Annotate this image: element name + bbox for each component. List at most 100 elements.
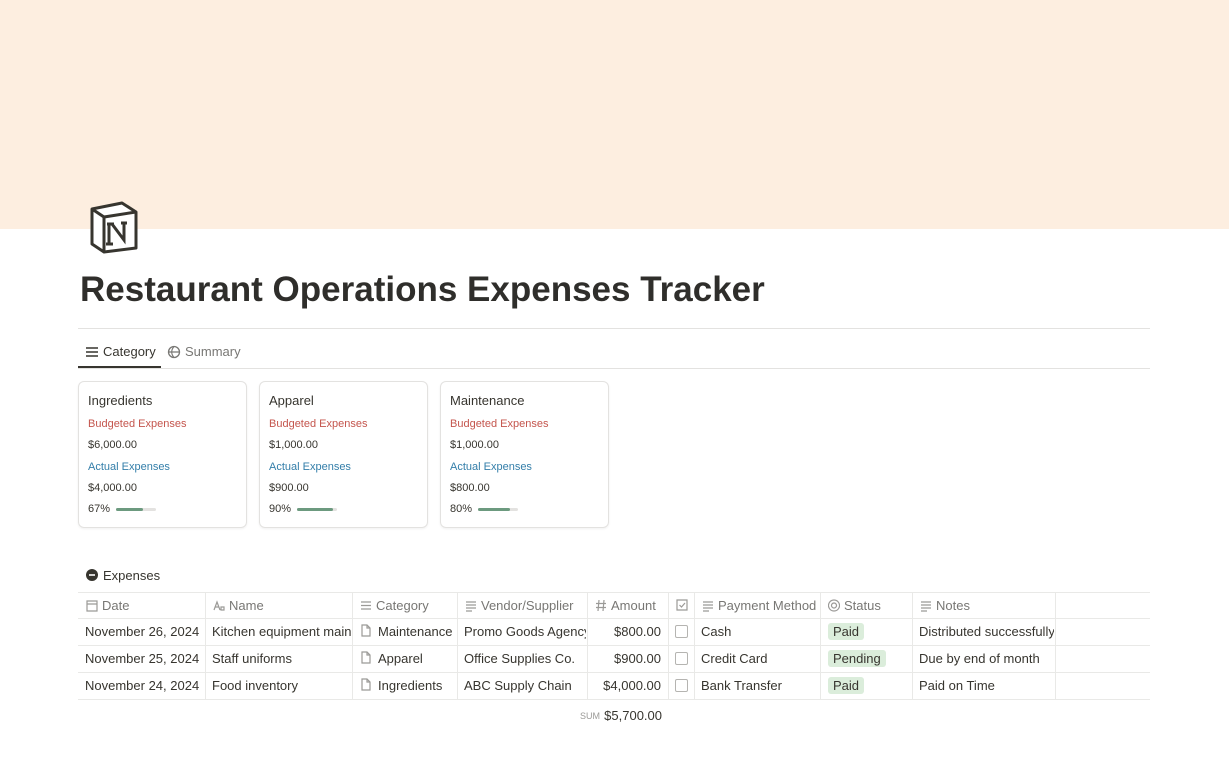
status-tag: Pending (828, 650, 886, 667)
tab-icon (167, 345, 181, 359)
progress-label: 80% (450, 503, 473, 515)
column-border (694, 592, 695, 699)
row-title[interactable]: Kitchen equipment maintenance (212, 624, 351, 639)
column-border (457, 592, 458, 699)
cell-text: $800.00 (614, 624, 661, 639)
column-border (1055, 592, 1056, 699)
progress-label: 67% (88, 503, 111, 515)
divider (78, 368, 1150, 369)
card[interactable]: Maintenance Budgeted Expenses $1,000.00 Act… (440, 381, 609, 528)
column-border (587, 592, 588, 699)
tab[interactable]: Summary (185, 344, 241, 359)
column-header[interactable]: Date (102, 598, 130, 613)
property-label: Budgeted Expenses (88, 418, 187, 430)
property-label: Actual Expenses (88, 461, 170, 473)
cell-text: Paid on Time (919, 678, 995, 693)
property-value: $800.00 (450, 482, 490, 494)
progress-track (116, 508, 156, 511)
card-title: Ingredients (88, 393, 153, 408)
relation-link[interactable]: Maintenance (378, 624, 453, 639)
cell-text: Distributed successfully (919, 624, 1054, 639)
column-header[interactable]: Payment Method (718, 598, 816, 613)
column-border (352, 592, 353, 699)
column-border (820, 592, 821, 699)
card[interactable]: Apparel Budgeted Expenses $1,000.00 Actual … (259, 381, 428, 528)
cell-text: Due by end of month (919, 651, 1040, 666)
progress-bar (297, 508, 333, 511)
column-border (668, 592, 669, 699)
page-icon (90, 201, 138, 254)
cell-text: November 25, 2024 (85, 651, 200, 666)
column-header[interactable]: Vendor/Supplier (481, 598, 574, 613)
cell-text: ABC Supply Chain (464, 678, 572, 693)
card-title: Maintenance (450, 393, 525, 408)
column-border (912, 592, 913, 699)
status-tag: Paid (828, 677, 865, 694)
cell-text: $4,000.00 (603, 678, 661, 693)
relation-link[interactable]: Ingredients (378, 678, 443, 693)
relation-link[interactable]: Apparel (378, 651, 423, 666)
progress-bar (478, 508, 510, 511)
checkbox[interactable] (675, 679, 688, 692)
page-icon (361, 678, 371, 691)
property-label: Actual Expenses (269, 461, 351, 473)
card-title: Apparel (269, 393, 314, 408)
page-icon (361, 624, 371, 637)
tab[interactable]: Category (103, 344, 156, 359)
tab-icon (86, 347, 98, 357)
cell-text: Bank Transfer (701, 678, 782, 693)
table-title: Expenses (103, 568, 161, 583)
calculation-label: SUM (580, 711, 600, 721)
cell-text: Promo Goods Agency (464, 624, 586, 639)
property-label: Budgeted Expenses (269, 418, 368, 430)
column-header[interactable]: Status (844, 598, 881, 613)
column-header[interactable]: Category (376, 598, 429, 613)
property-value: $1,000.00 (269, 439, 318, 451)
column-icon (86, 600, 98, 612)
checkbox[interactable] (675, 625, 688, 638)
row-border (78, 699, 1150, 700)
column-icon (596, 599, 606, 612)
property-label: Budgeted Expenses (450, 418, 549, 430)
divider (78, 328, 1150, 329)
column-header[interactable]: Name (229, 598, 264, 613)
card[interactable]: Ingredients Budgeted Expenses $6,000.00 Act… (78, 381, 247, 528)
row-border (78, 618, 1150, 619)
column-icon (466, 601, 476, 612)
property-value: $900.00 (269, 482, 309, 494)
tab-underline (78, 366, 161, 368)
column-header[interactable]: Notes (936, 598, 970, 613)
row-border (78, 672, 1150, 673)
page-title: Restaurant Operations Expenses Tracker (80, 270, 765, 309)
property-value: $6,000.00 (88, 439, 137, 451)
cell-text: Cash (701, 624, 732, 639)
cell-text: Office Supplies Co. (464, 651, 576, 666)
column-border (205, 592, 206, 699)
property-value: $1,000.00 (450, 439, 499, 451)
column-icon (828, 599, 840, 612)
cell-text: November 24, 2024 (85, 678, 200, 693)
progress-label: 90% (269, 503, 292, 515)
cell-text: $900.00 (614, 651, 661, 666)
status-tag: Paid (828, 623, 865, 640)
cell-text: Credit Card (701, 651, 768, 666)
table-border (78, 592, 1150, 593)
progress-track (478, 508, 518, 511)
cell-text: November 26, 2024 (85, 624, 200, 639)
column-icon (361, 601, 371, 610)
cover-image (0, 0, 1229, 229)
toggle-icon[interactable] (85, 568, 99, 582)
checkbox[interactable] (675, 652, 688, 665)
column-icon (703, 601, 713, 612)
row-title[interactable]: Food inventory (212, 678, 298, 693)
progress-bar (116, 508, 143, 511)
column-icon (213, 600, 225, 611)
row-title[interactable]: Staff uniforms (212, 651, 292, 666)
calculation-value: $5,700.00 (604, 708, 662, 723)
property-value: $4,000.00 (88, 482, 137, 494)
page-icon (361, 651, 371, 664)
column-header[interactable]: Amount (611, 598, 656, 613)
column-icon (676, 599, 688, 611)
property-label: Actual Expenses (450, 461, 532, 473)
